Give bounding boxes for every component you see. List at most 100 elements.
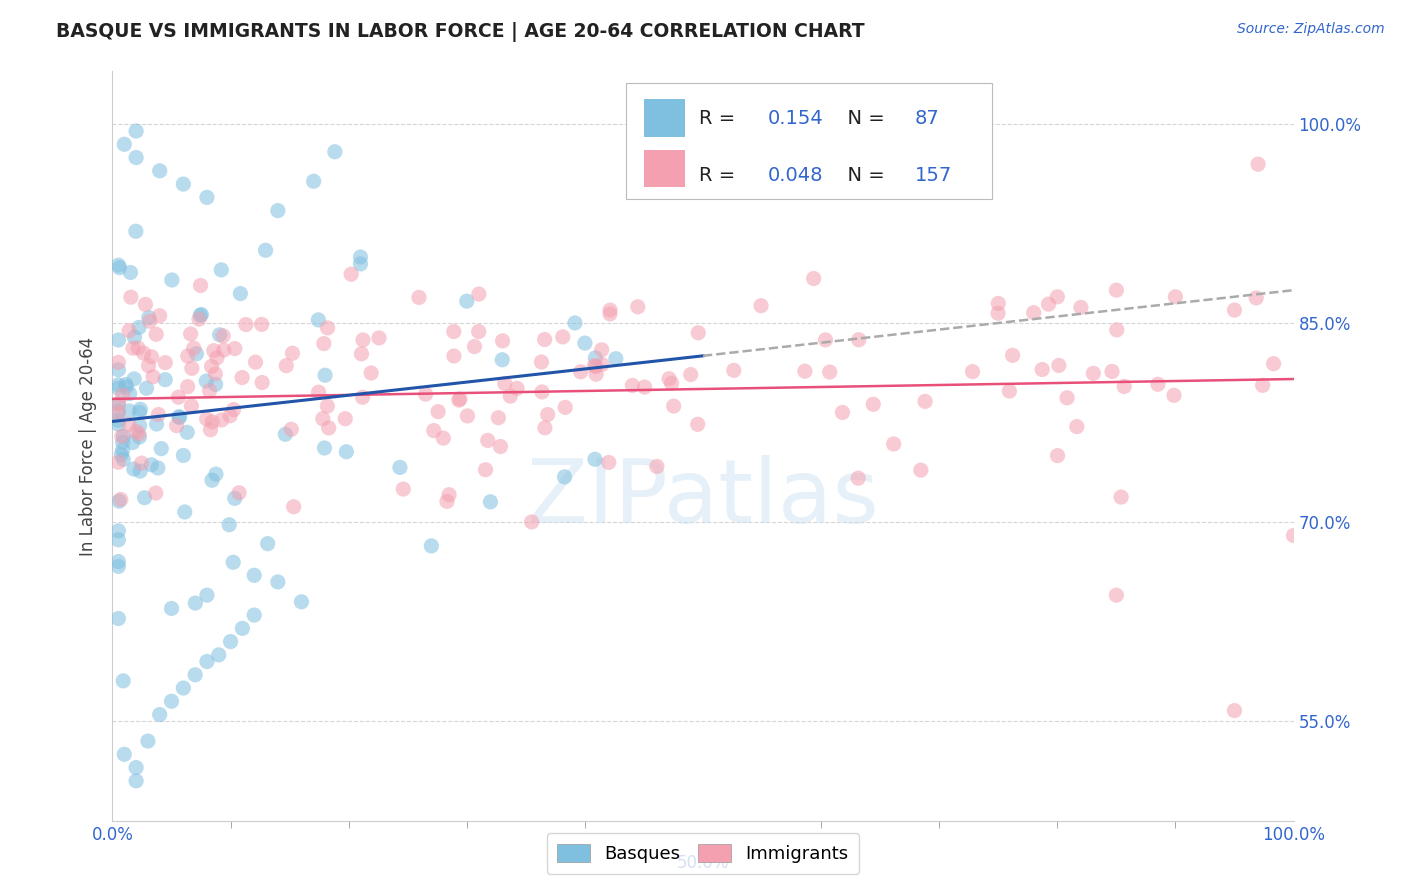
Text: R =: R = <box>699 166 742 185</box>
Point <box>148 408 170 422</box>
Point <box>125 124 148 138</box>
Point <box>149 164 172 178</box>
Text: BASQUE VS IMMIGRANTS IN LABOR FORCE | AGE 20-64 CORRELATION CHART: BASQUE VS IMMIGRANTS IN LABOR FORCE | AG… <box>56 22 865 42</box>
Point <box>658 372 681 386</box>
Point <box>250 318 273 332</box>
Point <box>998 384 1021 398</box>
Point <box>128 430 150 444</box>
Text: Source: ZipAtlas.com: Source: ZipAtlas.com <box>1237 22 1385 37</box>
Point <box>146 461 169 475</box>
Point <box>201 415 224 429</box>
Point <box>110 492 132 507</box>
Point <box>128 405 150 419</box>
Point <box>564 316 586 330</box>
Point <box>1001 348 1024 362</box>
Point <box>1223 303 1246 318</box>
Point <box>202 343 225 358</box>
Point <box>267 203 290 218</box>
Point <box>468 287 491 301</box>
Point <box>633 380 655 394</box>
Point <box>136 734 159 748</box>
Point <box>910 463 932 477</box>
Point <box>831 405 853 419</box>
Point <box>125 761 148 775</box>
Point <box>1066 419 1088 434</box>
Point <box>554 401 576 415</box>
Point <box>621 378 644 392</box>
Point <box>127 341 149 355</box>
Point <box>267 574 290 589</box>
Point <box>118 324 141 338</box>
Point <box>987 296 1010 310</box>
Point <box>107 355 129 369</box>
Point <box>474 463 496 477</box>
Point <box>1056 391 1078 405</box>
Point <box>987 306 1010 320</box>
Text: 157: 157 <box>914 166 952 185</box>
Point <box>112 747 135 762</box>
Point <box>172 177 194 191</box>
Point <box>1083 367 1105 381</box>
Point <box>208 327 231 342</box>
Point <box>437 488 460 502</box>
Point <box>308 385 330 400</box>
Point <box>107 363 129 377</box>
Point <box>245 355 267 369</box>
Point <box>205 351 228 365</box>
Point <box>627 300 650 314</box>
Point <box>190 278 212 293</box>
Point <box>222 555 245 569</box>
Point <box>107 611 129 625</box>
Point <box>129 464 152 478</box>
Point <box>145 327 167 342</box>
Point <box>167 409 190 424</box>
Point <box>172 449 194 463</box>
Point <box>145 486 167 500</box>
Point <box>1101 364 1123 378</box>
Point <box>138 310 160 325</box>
Point <box>160 694 183 708</box>
Point <box>314 441 336 455</box>
Point <box>180 326 202 341</box>
Point <box>204 377 226 392</box>
Point <box>229 286 252 301</box>
Point <box>599 303 621 318</box>
Point <box>131 456 153 470</box>
Point <box>173 505 195 519</box>
Point <box>141 350 163 364</box>
Point <box>447 393 470 408</box>
Point <box>520 515 543 529</box>
Text: N =: N = <box>835 110 891 128</box>
Point <box>195 374 218 388</box>
Point <box>1105 588 1128 602</box>
Point <box>209 263 232 277</box>
Point <box>149 309 172 323</box>
Point <box>176 425 198 440</box>
Point <box>723 363 745 377</box>
Point <box>107 258 129 272</box>
Point <box>583 351 606 365</box>
Point <box>128 320 150 334</box>
Point <box>530 384 553 399</box>
Point <box>243 608 266 623</box>
Point <box>574 336 596 351</box>
Point <box>491 352 513 367</box>
Point <box>423 424 446 438</box>
Point <box>1022 306 1045 320</box>
Point <box>302 174 325 188</box>
Point <box>120 290 142 304</box>
Point <box>208 648 231 662</box>
Point <box>1038 297 1060 311</box>
Point <box>224 491 246 506</box>
Point <box>125 773 148 788</box>
Point <box>554 470 576 484</box>
Point <box>323 145 346 159</box>
Point <box>177 349 200 363</box>
Point <box>1070 301 1092 315</box>
Point <box>914 394 936 409</box>
Point <box>160 601 183 615</box>
Point <box>112 429 135 443</box>
Point <box>533 333 555 347</box>
Text: 87: 87 <box>914 110 939 128</box>
Point <box>479 495 502 509</box>
